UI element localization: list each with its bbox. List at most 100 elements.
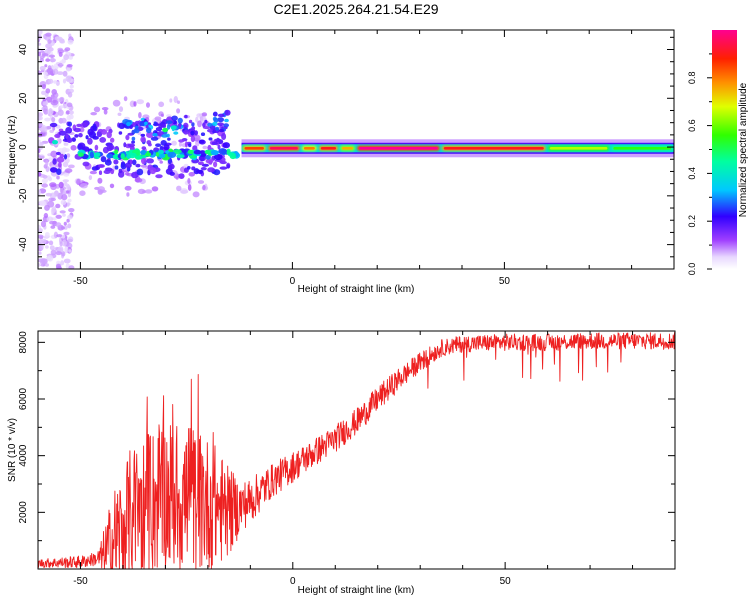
- x-tick-label: -50: [73, 276, 88, 287]
- scatter-point: [154, 116, 162, 121]
- scatter-point: [45, 32, 52, 37]
- scatter-point: [59, 96, 65, 102]
- scatter-point: [127, 152, 137, 159]
- scatter-point: [99, 189, 107, 193]
- scatter-point: [63, 54, 70, 61]
- scatter-point: [66, 63, 73, 68]
- scatter-point: [140, 150, 147, 155]
- y-tick-label: 6000: [18, 387, 29, 410]
- scatter-point: [69, 110, 74, 115]
- scatter-point: [184, 141, 188, 148]
- snr-x-label: Height of straight line (km): [298, 585, 415, 596]
- scatter-point: [97, 128, 104, 133]
- scatter-point: [202, 145, 208, 150]
- scatter-point: [79, 190, 86, 196]
- scatter-point: [55, 151, 61, 156]
- snr-ticks: -50 0 50 2000 4000 6000 8000: [18, 331, 676, 587]
- scatter-point: [38, 171, 42, 177]
- scatter-point: [146, 102, 150, 108]
- scatter-point: [120, 153, 125, 160]
- scatter-point: [146, 158, 155, 164]
- spectrogram-ticks: -50 0 50 -40 -20 0 20 40: [18, 30, 675, 287]
- scatter-point: [50, 167, 58, 173]
- scatter-point: [211, 141, 218, 145]
- scatter-point: [197, 120, 202, 128]
- scatter-point: [113, 159, 119, 165]
- scatter-point: [202, 122, 206, 128]
- scatter-point: [66, 137, 73, 144]
- y-tick-label: 4000: [18, 444, 29, 467]
- scatter-point: [49, 220, 57, 225]
- scatter-point: [82, 121, 89, 128]
- scatter-point: [85, 135, 89, 140]
- scatter-point: [146, 140, 152, 145]
- scatter-point: [38, 227, 43, 233]
- scatter-point: [158, 101, 165, 108]
- scatter-point: [141, 146, 147, 151]
- y-tick-label: -40: [18, 237, 29, 252]
- scatter-point: [60, 199, 67, 205]
- scatter-point: [65, 76, 72, 82]
- scatter-point: [41, 90, 46, 96]
- scatter-point: [38, 234, 44, 239]
- scatter-point: [38, 147, 41, 154]
- snr-background: [38, 331, 675, 569]
- scatter-point: [217, 113, 225, 118]
- scatter-point: [38, 224, 41, 230]
- scatter-point: [38, 116, 43, 121]
- scatter-point: [39, 58, 44, 62]
- scatter-point: [88, 175, 93, 181]
- scatter-point: [50, 225, 56, 229]
- band-core: [244, 146, 264, 150]
- scatter-point: [171, 115, 178, 121]
- scatter-point: [56, 234, 63, 238]
- scatter-point: [103, 169, 111, 174]
- scatter-point: [109, 183, 115, 189]
- scatter-point: [135, 155, 144, 160]
- scatter-point: [64, 246, 69, 254]
- scatter-point: [166, 120, 173, 125]
- scatter-point: [136, 99, 144, 105]
- scatter-point: [73, 127, 81, 133]
- scatter-point: [68, 164, 75, 169]
- scatter-point: [59, 210, 66, 214]
- scatter-point: [212, 111, 218, 117]
- scatter-point: [56, 71, 64, 75]
- scatter-point: [49, 245, 55, 251]
- band-core: [443, 146, 544, 150]
- scatter-point: [177, 117, 183, 124]
- scatter-point: [38, 251, 42, 255]
- scatter-point: [62, 70, 68, 77]
- scatter-point: [62, 179, 69, 183]
- scatter-point: [39, 200, 47, 207]
- spectrogram-main-band: [241, 139, 674, 158]
- scatter-point: [38, 42, 42, 46]
- colorbar-gradient: [712, 30, 737, 269]
- scatter-point: [49, 182, 57, 188]
- scatter-point: [161, 119, 168, 125]
- scatter-point: [44, 64, 48, 68]
- band-core: [320, 146, 337, 150]
- scatter-point: [144, 189, 153, 194]
- scatter-point: [187, 178, 191, 184]
- scatter-point: [67, 214, 73, 220]
- scatter-point: [219, 166, 228, 170]
- scatter-point: [202, 184, 206, 191]
- scatter-point: [97, 177, 103, 184]
- scatter-point: [155, 143, 162, 147]
- scatter-point: [55, 214, 62, 219]
- scatter-point: [137, 188, 146, 195]
- colorbar-tick-label: 0.2: [687, 215, 697, 228]
- scatter-point: [77, 152, 84, 157]
- scatter-point: [58, 51, 63, 57]
- scatter-point: [212, 121, 218, 127]
- scatter-point: [47, 39, 52, 44]
- x-tick-label: 50: [500, 576, 512, 587]
- scatter-point: [192, 145, 198, 152]
- scatter-point: [207, 167, 216, 173]
- scatter-point: [129, 124, 133, 129]
- scatter-point: [198, 155, 206, 162]
- scatter-point: [44, 117, 51, 122]
- scatter-point: [114, 149, 119, 154]
- scatter-point: [126, 192, 130, 197]
